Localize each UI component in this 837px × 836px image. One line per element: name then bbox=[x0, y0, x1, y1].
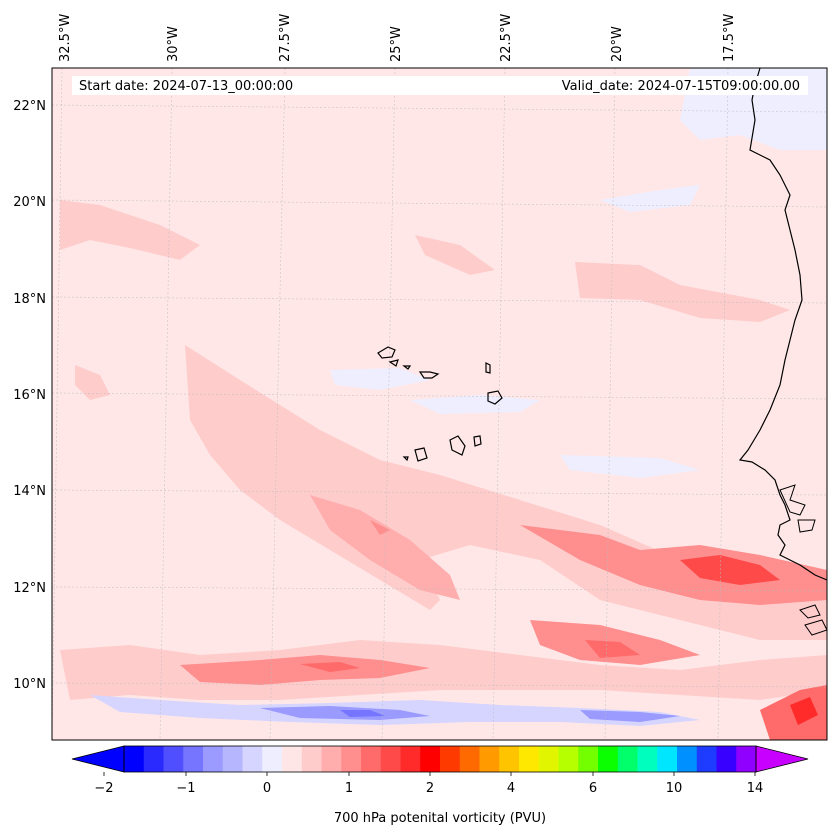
colorbar-cell bbox=[282, 746, 303, 772]
colorbar-tick-labels: −2 −1 0 1 2 4 6 10 14 bbox=[94, 781, 763, 796]
lat-label: 10°N bbox=[13, 677, 46, 692]
colorbar-cell bbox=[222, 746, 243, 772]
lon-label: 32.5°W bbox=[58, 14, 73, 62]
map-panel: Start date: 2024-07-13_00:00:00 Valid_da… bbox=[51, 67, 828, 741]
africa-coastline bbox=[779, 484, 828, 636]
colorbar-cell bbox=[578, 746, 599, 772]
colorbar-cell bbox=[242, 746, 263, 772]
colorbar-tick-label: −1 bbox=[176, 781, 195, 796]
pv-region-negative bbox=[330, 368, 430, 390]
pv-field bbox=[60, 68, 827, 740]
africa-coastline bbox=[738, 67, 828, 581]
pv-region-high bbox=[520, 525, 827, 605]
pv-region-positive bbox=[75, 365, 110, 400]
colorbar-cell bbox=[321, 746, 342, 772]
lat-label: 22°N bbox=[13, 99, 46, 114]
pv-region-max bbox=[680, 555, 780, 585]
colorbar-cell bbox=[163, 746, 184, 772]
colorbar-cell bbox=[598, 746, 619, 772]
lon-label: 22.5°W bbox=[499, 14, 514, 62]
longitude-labels: 32.5°W 30°W 27.5°W 25°W 22.5°W 20°W 17.5… bbox=[58, 14, 737, 62]
lon-label: 27.5°W bbox=[278, 14, 293, 62]
pv-region-positive bbox=[415, 235, 495, 275]
colorbar-cell bbox=[143, 746, 164, 772]
colorbar-cell bbox=[301, 746, 322, 772]
pv-region-positive bbox=[60, 200, 200, 260]
colorbar-over-arrow bbox=[755, 745, 809, 773]
colorbar: −2 −1 0 1 2 4 6 10 14 700 hPa potenital … bbox=[71, 745, 809, 826]
colorbar-cell bbox=[341, 746, 362, 772]
colorbar-tick-label: 14 bbox=[747, 781, 764, 796]
pv-region-positive bbox=[60, 640, 827, 700]
colorbar-under-arrow bbox=[71, 745, 125, 773]
colorbar-cell bbox=[677, 746, 698, 772]
lon-label: 17.5°W bbox=[722, 14, 737, 62]
colorbar-cell bbox=[440, 746, 461, 772]
pv-region-high bbox=[180, 655, 430, 685]
pv-region-positive bbox=[310, 495, 460, 600]
colorbar-cell bbox=[617, 746, 638, 772]
colorbar-cell bbox=[479, 746, 500, 772]
colorbar-cell bbox=[400, 746, 421, 772]
colorbar-tick-label: 2 bbox=[426, 781, 434, 796]
colorbar-tick-label: 6 bbox=[589, 781, 597, 796]
colorbar-cells bbox=[124, 746, 757, 772]
colorbar-tick-label: 10 bbox=[666, 781, 683, 796]
lon-label: 25°W bbox=[389, 26, 404, 62]
lon-label: 20°W bbox=[610, 26, 625, 62]
colorbar-cell bbox=[380, 746, 401, 772]
colorbar-cell bbox=[124, 746, 145, 772]
pv-region-negative bbox=[580, 710, 680, 722]
colorbar-cell bbox=[420, 746, 441, 772]
lat-label: 14°N bbox=[13, 484, 46, 499]
colorbar-tick-label: 4 bbox=[507, 781, 515, 796]
colorbar-tick-label: 0 bbox=[263, 781, 271, 796]
header-box bbox=[72, 76, 808, 95]
colorbar-cell bbox=[459, 746, 480, 772]
colorbar-cell bbox=[736, 746, 757, 772]
colorbar-cell bbox=[499, 746, 520, 772]
colorbar-cell bbox=[716, 746, 737, 772]
colorbar-cell bbox=[657, 746, 678, 772]
colorbar-cell bbox=[519, 746, 540, 772]
pv-region-negative bbox=[340, 710, 385, 717]
colorbar-cell bbox=[262, 746, 283, 772]
pv-region-negative bbox=[560, 455, 700, 478]
valid-date-label: Valid_date: 2024-07-15T09:00:00.00 bbox=[562, 79, 800, 94]
lat-label: 16°N bbox=[13, 388, 46, 403]
pv-region-max bbox=[300, 662, 360, 672]
map-frame bbox=[51, 67, 828, 741]
colorbar-frame bbox=[123, 745, 757, 773]
colorbar-tick-label: −2 bbox=[94, 781, 113, 796]
colorbar-title: 700 hPa potenital vorticity (PVU) bbox=[334, 811, 546, 826]
lon-label: 30°W bbox=[166, 26, 181, 62]
pv-region-negative bbox=[410, 395, 540, 414]
colorbar-cell bbox=[183, 746, 204, 772]
lat-label: 18°N bbox=[13, 292, 46, 307]
pv-region-high bbox=[370, 520, 390, 535]
lat-label: 20°N bbox=[13, 195, 46, 210]
pv-region-max bbox=[790, 697, 818, 725]
start-date-label: Start date: 2024-07-13_00:00:00 bbox=[79, 79, 293, 94]
pv-region-max bbox=[585, 640, 640, 658]
colorbar-cell bbox=[558, 746, 579, 772]
cape-verde-islands bbox=[377, 346, 503, 462]
colorbar-tick-label: 1 bbox=[345, 781, 353, 796]
colorbar-cell bbox=[637, 746, 658, 772]
colorbar-cell bbox=[361, 746, 382, 772]
colorbar-cell bbox=[696, 746, 717, 772]
colorbar-ticks bbox=[103, 772, 756, 776]
gridlines bbox=[51, 67, 828, 741]
lat-label: 12°N bbox=[13, 581, 46, 596]
pv-region-positive bbox=[575, 262, 790, 322]
colorbar-cell bbox=[203, 746, 224, 772]
colorbar-cell bbox=[538, 746, 559, 772]
latitude-labels: 22°N 20°N 18°N 16°N 14°N 12°N 10°N bbox=[13, 99, 46, 692]
